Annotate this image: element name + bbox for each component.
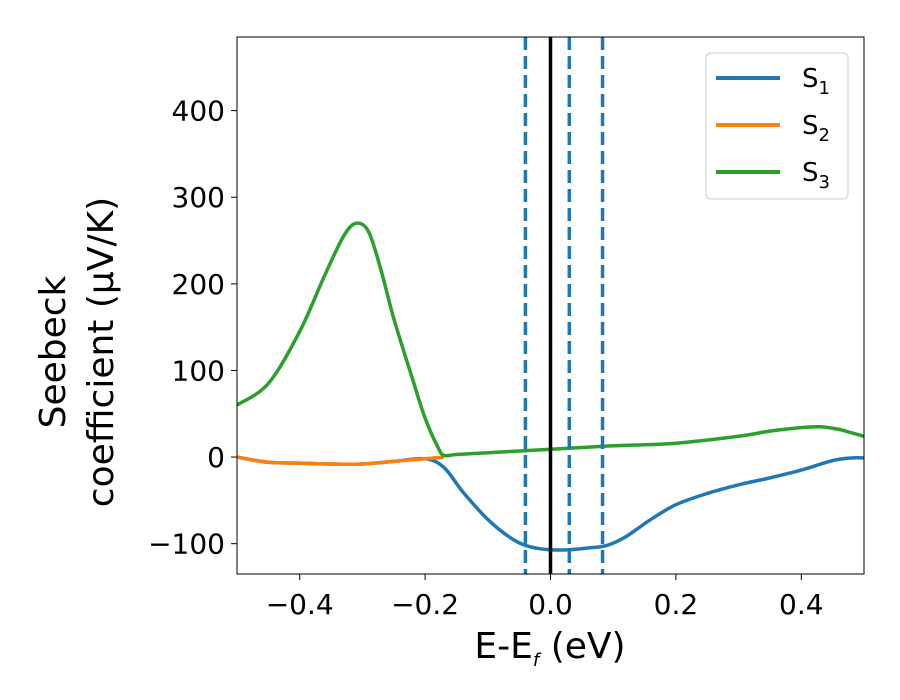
x-tick-label: 0.2 <box>654 588 699 621</box>
x-axis-title: E-Ef (eV) <box>474 626 625 671</box>
x-tick-label: 0.0 <box>528 588 573 621</box>
series-3-line <box>237 221 864 458</box>
axes-layer: −0.4 −0.2 0.0 0.2 0.4 −100 0 100 200 300 400 <box>148 36 865 621</box>
x-axis-title-main: E-E <box>474 626 532 667</box>
x-tick-label: −0.4 <box>266 588 334 621</box>
series-2-line <box>237 455 445 466</box>
y-tick-label: 100 <box>172 354 225 387</box>
legend: S1 S2 S3 <box>705 52 849 200</box>
x-tick-label: 0.4 <box>779 588 824 621</box>
y-tick-label: −100 <box>148 528 225 561</box>
x-axis-title-unit: (eV) <box>539 626 625 667</box>
y-axis-title-line2: coefficient (μV/K) <box>81 197 122 507</box>
svg-text:E-Ef (eV): E-Ef (eV) <box>474 626 625 671</box>
y-axis-title: Seebeck coefficient (μV/K) <box>33 197 122 507</box>
x-axis-title-sub: f <box>533 650 542 671</box>
plot-area <box>237 37 864 574</box>
y-tick-label: 0 <box>207 441 225 474</box>
legend-label-2: S2 <box>802 111 830 146</box>
y-tick-label: 400 <box>172 95 225 128</box>
legend-label-3: S3 <box>802 158 830 193</box>
y-tick-label: 200 <box>172 268 225 301</box>
x-tick-label: −0.2 <box>391 588 459 621</box>
y-axis-title-line1: Seebeck <box>33 275 74 428</box>
y-tick-label: 300 <box>172 181 225 214</box>
legend-label-1: S1 <box>802 64 830 99</box>
